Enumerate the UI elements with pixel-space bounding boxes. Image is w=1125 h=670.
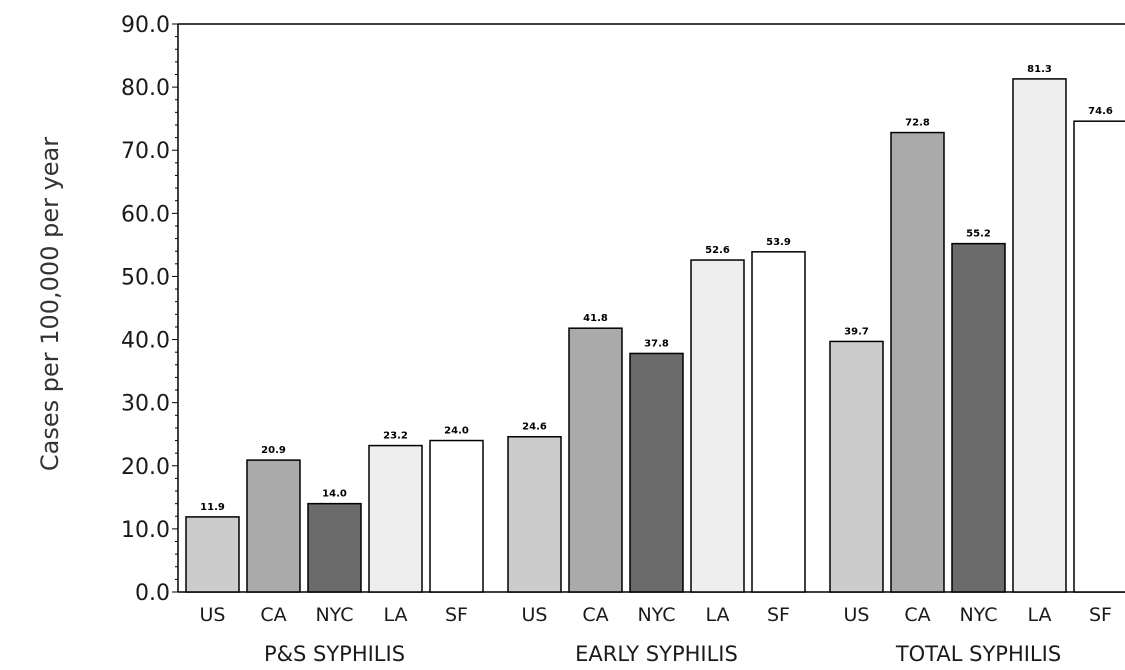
category-label: NYC: [959, 604, 997, 626]
data-label: 11.9: [200, 502, 225, 513]
bar-early-syphilissf: [751, 251, 806, 593]
y-tick-label: 30.0: [121, 392, 170, 417]
y-axis-label: Cases per 100,000 per year: [36, 137, 64, 471]
data-label: 39.7: [844, 326, 869, 337]
bar-p-s-syphilisus: [185, 516, 240, 593]
y-tick-label: 80.0: [121, 76, 170, 101]
bar-early-syphilisla: [690, 259, 745, 593]
category-label: SF: [445, 604, 468, 626]
category-label: CA: [582, 604, 608, 626]
y-tick-label: 10.0: [121, 518, 170, 543]
bar-p-s-syphilissf: [429, 439, 484, 593]
bar-p-s-syphilisca: [246, 459, 301, 593]
group-label: TOTAL SYPHILIS: [895, 642, 1061, 666]
labels: 11.9 US 20.9 CA 14.0 NYC 23.2 LA 24.0 SF P&S SYPHI…: [200, 64, 1113, 666]
data-label: 41.8: [583, 313, 608, 324]
data-label: 23.2: [383, 431, 408, 442]
bar-early-syphilisnyc: [629, 352, 684, 593]
category-label: LA: [1027, 604, 1051, 626]
y-tick-label: 40.0: [121, 329, 170, 354]
category-label: SF: [1089, 604, 1112, 626]
category-label: LA: [705, 604, 729, 626]
category-label: LA: [383, 604, 407, 626]
category-label: CA: [904, 604, 930, 626]
y-tick-label: 60.0: [121, 202, 170, 227]
y-tick-label: 70.0: [121, 139, 170, 164]
data-label: 55.2: [966, 229, 991, 240]
category-label: NYC: [315, 604, 353, 626]
bar-total-syphilisla: [1012, 78, 1067, 593]
bar-total-syphilisnyc: [951, 242, 1006, 593]
data-label: 72.8: [905, 118, 930, 129]
category-label: SF: [767, 604, 790, 626]
y-tick-label: 20.0: [121, 455, 170, 480]
data-label: 52.6: [705, 245, 730, 256]
bar-total-syphilisus: [829, 340, 884, 593]
category-label: CA: [260, 604, 286, 626]
category-label: US: [200, 604, 226, 626]
data-label: 24.6: [522, 422, 547, 433]
bar-total-syphilissf: [1073, 120, 1125, 593]
bar-p-s-syphilisnyc: [307, 502, 362, 593]
bars: [185, 78, 1125, 593]
category-label: NYC: [637, 604, 675, 626]
data-label: 37.8: [644, 338, 669, 349]
category-label: US: [522, 604, 548, 626]
bar-total-syphilisca: [890, 131, 945, 593]
bar-early-syphilisus: [507, 435, 562, 593]
data-label: 20.9: [261, 445, 286, 456]
bar-early-syphilisca: [568, 327, 623, 593]
data-label: 74.6: [1088, 106, 1113, 117]
y-tick-label: 50.0: [121, 265, 170, 290]
group-label: EARLY SYPHILIS: [575, 642, 738, 666]
data-label: 14.0: [322, 489, 347, 500]
group-label: P&S SYPHILIS: [264, 642, 405, 666]
y-tick-label: 90.0: [121, 13, 170, 38]
data-label: 81.3: [1027, 64, 1052, 75]
data-label: 24.0: [444, 426, 469, 437]
bar-p-s-syphilisla: [368, 444, 423, 593]
data-label: 53.9: [766, 237, 791, 248]
y-tick-label: 0.0: [135, 581, 170, 606]
category-label: US: [844, 604, 870, 626]
